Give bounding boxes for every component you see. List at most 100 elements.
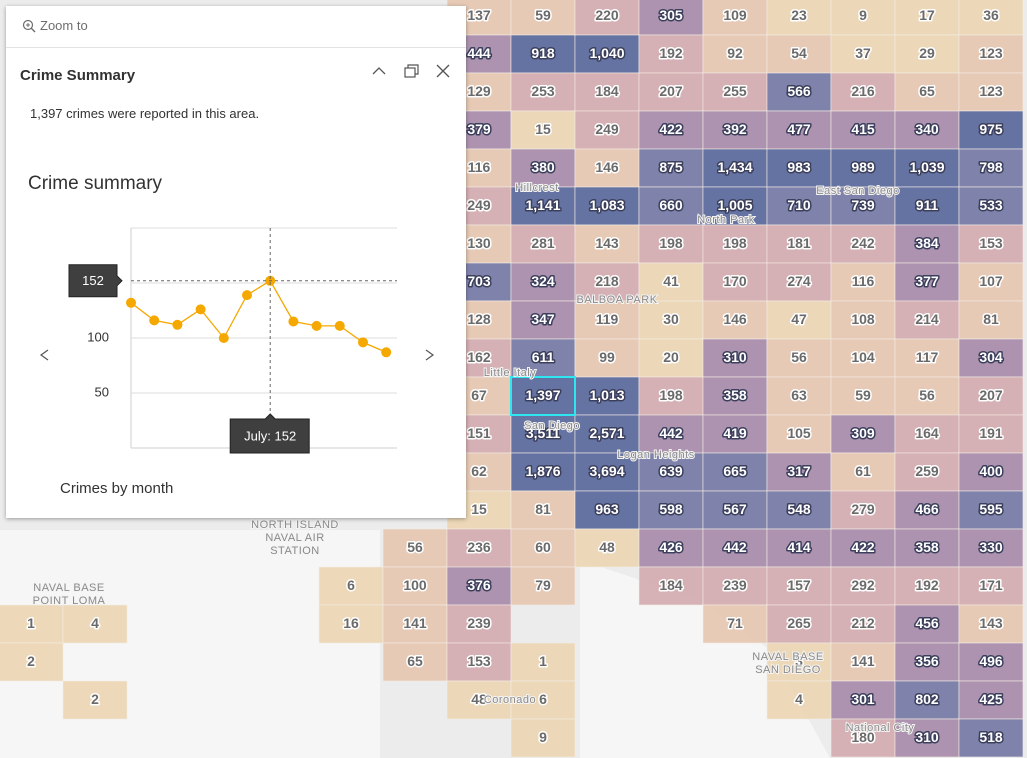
map-cell <box>958 338 1024 378</box>
data-point[interactable] <box>381 347 392 358</box>
cell-label: 62 <box>471 463 487 479</box>
cell-label: 1,434 <box>717 159 752 175</box>
cell-label: 143 <box>979 615 1003 631</box>
cell-label: 281 <box>531 235 555 251</box>
map-cell <box>0 642 64 682</box>
cell-label: 236 <box>467 539 491 555</box>
cell-label: 17 <box>919 7 935 23</box>
cell-label: 1,005 <box>717 197 752 213</box>
data-point[interactable] <box>149 315 160 326</box>
map-cell <box>894 718 960 758</box>
cell-label: 426 <box>659 539 683 555</box>
data-point[interactable] <box>172 319 183 330</box>
map-cell <box>510 642 576 682</box>
cell-label: 48 <box>599 539 615 555</box>
cell-label: 9 <box>859 7 867 23</box>
map-cell <box>766 262 832 302</box>
data-point[interactable] <box>242 290 252 301</box>
cell-label: 710 <box>787 197 811 213</box>
cell-label: 533 <box>979 197 1003 213</box>
map-cell <box>510 300 576 340</box>
cell-label: 279 <box>851 501 875 517</box>
cell-label: 317 <box>787 463 811 479</box>
cell-label: 48 <box>471 691 487 707</box>
map-cell <box>766 414 832 454</box>
y-tick-label: 50 <box>95 384 109 399</box>
map-cell <box>958 604 1024 644</box>
map-cell <box>894 72 960 112</box>
collapse-button[interactable] <box>370 62 388 80</box>
data-point[interactable] <box>218 333 229 343</box>
cell-label: 65 <box>407 653 423 669</box>
map-cell <box>766 642 832 682</box>
selected-cell[interactable] <box>510 376 576 416</box>
data-point[interactable] <box>288 316 299 327</box>
cell-label: 518 <box>979 729 1003 745</box>
data-point[interactable] <box>195 304 206 315</box>
cell-label: 324 <box>531 273 555 289</box>
map-cell <box>958 376 1024 416</box>
cell-label: 116 <box>852 273 875 289</box>
zoom-icon <box>22 19 36 32</box>
previous-button[interactable] <box>39 349 49 361</box>
cell-label: 212 <box>851 615 875 631</box>
cell-label: 9 <box>539 729 547 745</box>
cell-label: 153 <box>467 653 491 669</box>
map-cell <box>574 338 640 378</box>
cell-label: 153 <box>979 235 1003 251</box>
data-point[interactable] <box>358 337 368 348</box>
cell-label: 192 <box>915 577 939 593</box>
data-point[interactable] <box>311 320 322 331</box>
map-cell <box>830 72 896 112</box>
cell-label: 566 <box>787 83 811 99</box>
cell-label: 23 <box>791 7 807 23</box>
dock-button[interactable] <box>402 62 420 80</box>
cell-label: 309 <box>851 425 875 441</box>
cell-label: 1,040 <box>589 45 624 61</box>
map-cell <box>894 148 960 188</box>
divider <box>6 47 466 48</box>
map-cell <box>0 604 64 644</box>
zoom-to[interactable]: Zoom to <box>22 18 88 33</box>
popup-title: Crime Summary <box>20 67 136 84</box>
cell-label: 67 <box>471 387 487 403</box>
x-tooltip-box <box>229 413 310 454</box>
cell-label: 384 <box>915 235 939 251</box>
next-button[interactable] <box>425 349 435 361</box>
cell-label: 422 <box>659 121 683 137</box>
cell-label: 2 <box>27 653 35 669</box>
cell-label: 347 <box>531 311 555 327</box>
close-button[interactable] <box>434 62 452 80</box>
cell-label: 71 <box>727 615 743 631</box>
cell-label: 63 <box>791 387 807 403</box>
cell-label: 3 <box>795 653 803 669</box>
map-cell <box>830 604 896 644</box>
cell-label: 15 <box>471 501 487 517</box>
data-point[interactable] <box>126 297 136 308</box>
map-cell <box>766 604 832 644</box>
map-cell <box>702 376 768 416</box>
cell-label: 214 <box>915 311 939 327</box>
cell-label: 358 <box>723 387 747 403</box>
cell-label: 265 <box>787 615 811 631</box>
map-cell <box>638 528 704 568</box>
cell-label: 79 <box>535 577 551 593</box>
map-cell <box>894 34 960 74</box>
cell-label: 59 <box>855 387 871 403</box>
map-cell <box>766 490 832 530</box>
cell-label: 274 <box>787 273 811 289</box>
cell-label: 171 <box>979 577 1003 593</box>
map-cell <box>894 642 960 682</box>
cell-label: 255 <box>723 83 747 99</box>
cell-label: 129 <box>467 83 491 99</box>
cell-label: 146 <box>723 311 747 327</box>
data-point[interactable] <box>334 320 345 331</box>
map-cell <box>510 452 576 492</box>
map-cell <box>766 566 832 606</box>
map-cell <box>446 566 512 606</box>
map-cell <box>894 490 960 530</box>
place-label: Coronado <box>484 694 536 706</box>
map-cell <box>446 642 512 682</box>
cell-label: 665 <box>723 463 747 479</box>
